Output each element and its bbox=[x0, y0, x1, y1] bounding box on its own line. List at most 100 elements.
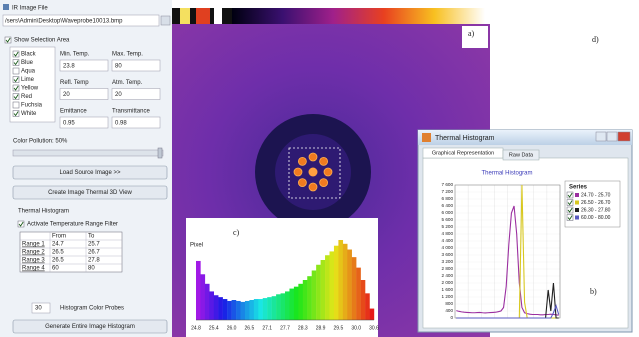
histogram-bar bbox=[249, 300, 254, 320]
histogram-bar bbox=[338, 240, 343, 320]
legend-label: 26.50 - 26.70 bbox=[581, 200, 611, 206]
histogram-bar bbox=[205, 284, 210, 320]
y-tick-label: 2 000 bbox=[442, 280, 454, 285]
colorbar-stripe bbox=[180, 8, 190, 24]
colorbar bbox=[232, 8, 485, 24]
window-title: Thermal Histogram bbox=[435, 135, 495, 142]
legend-swatch bbox=[575, 208, 579, 212]
x-tick-label: 30.6 bbox=[369, 325, 379, 331]
table-cell: 25.7 bbox=[88, 242, 100, 248]
x-tick-label: 27.1 bbox=[262, 325, 272, 331]
maximize-button[interactable] bbox=[607, 132, 617, 141]
close-button[interactable] bbox=[618, 132, 630, 141]
color-option: White bbox=[21, 111, 37, 117]
section-label: IR Image File bbox=[12, 6, 48, 12]
tab-label: Graphical Representation bbox=[432, 150, 494, 156]
y-tick-label: 7 600 bbox=[442, 182, 454, 187]
color-option: Blue bbox=[21, 60, 34, 66]
field-value: 20 bbox=[63, 92, 70, 98]
table-cell: 26.5 bbox=[52, 250, 64, 256]
histogram-bar bbox=[200, 274, 205, 320]
slider-thumb[interactable] bbox=[158, 148, 162, 158]
histogram-bar bbox=[227, 301, 232, 320]
histogram-bar bbox=[254, 299, 259, 320]
y-tick-label: 4 400 bbox=[442, 238, 454, 243]
browse-button[interactable] bbox=[161, 16, 170, 25]
field-label: Atm. Temp. bbox=[112, 80, 143, 86]
legend-label: 26.30 - 27.80 bbox=[581, 207, 611, 213]
histogram-bar bbox=[334, 246, 339, 320]
table-cell: 80 bbox=[88, 266, 95, 272]
field-value: 0.98 bbox=[115, 121, 127, 127]
histogram-bar bbox=[276, 294, 281, 320]
checkbox-label: Activate Temperature Range Filter bbox=[27, 222, 118, 228]
histogram-bar bbox=[241, 302, 246, 320]
y-tick-label: 4 800 bbox=[442, 231, 454, 236]
histogram-bar bbox=[352, 257, 357, 320]
row-label: Range 4 bbox=[22, 266, 45, 272]
x-tick-label: 29.5 bbox=[334, 325, 344, 331]
y-tick-label: 3 200 bbox=[442, 259, 454, 264]
panel-label: a) bbox=[468, 29, 475, 38]
histogram-bar bbox=[325, 255, 330, 320]
field-label: Refl. Temp bbox=[60, 80, 89, 86]
table-cell: 27.8 bbox=[88, 258, 100, 264]
histogram-bar bbox=[281, 293, 286, 320]
legend-title: Series bbox=[569, 185, 588, 191]
table-cell: 60 bbox=[52, 266, 59, 272]
color-option: Fuchsia bbox=[21, 103, 43, 109]
y-tick-label: 1 200 bbox=[442, 294, 454, 299]
field-value: 0.95 bbox=[63, 121, 75, 127]
hot-spot bbox=[294, 168, 302, 176]
histogram-bar bbox=[209, 291, 214, 320]
x-tick-label: 27.7 bbox=[280, 325, 290, 331]
histogram-bar bbox=[218, 297, 223, 320]
legend-swatch bbox=[575, 201, 579, 205]
panel-label: d) bbox=[592, 35, 599, 44]
x-tick-label: 30.0 bbox=[351, 325, 361, 331]
table-cell: 26.5 bbox=[52, 258, 64, 264]
checkbox-label: Show Selection Area bbox=[14, 38, 70, 44]
panel-label: b) bbox=[590, 287, 597, 296]
x-tick-label: 25.4 bbox=[209, 325, 219, 331]
path-text: /sers\Admin\Desktop\Waveprobe10013.bmp bbox=[5, 19, 123, 25]
colorbar-stripe bbox=[196, 8, 210, 24]
field-label: Max. Temp. bbox=[112, 52, 143, 58]
hot-spot bbox=[309, 153, 317, 161]
button-label: Create Image Thermal 3D View bbox=[48, 190, 132, 196]
checkbox[interactable] bbox=[13, 68, 19, 74]
panel-label: c) bbox=[233, 228, 240, 237]
y-tick-label: 400 bbox=[445, 308, 453, 313]
y-tick-label: 7 200 bbox=[442, 189, 454, 194]
legend-swatch bbox=[575, 216, 579, 220]
y-tick-label: 6 400 bbox=[442, 203, 454, 208]
histogram-bar bbox=[343, 244, 348, 320]
row-label: Range 3 bbox=[22, 258, 45, 264]
minimize-button[interactable] bbox=[596, 132, 606, 141]
checkbox[interactable] bbox=[13, 102, 19, 108]
histogram-bar bbox=[370, 309, 375, 320]
field-value: 80 bbox=[115, 64, 122, 70]
slider-track[interactable] bbox=[13, 150, 163, 156]
legend-label: 60.00 - 80.00 bbox=[581, 215, 611, 221]
legend-label: 24.70 - 25.70 bbox=[581, 192, 611, 198]
histogram-bar bbox=[298, 284, 303, 320]
y-tick-label: 2 800 bbox=[442, 266, 454, 271]
histogram-bar bbox=[267, 297, 272, 320]
color-option: Red bbox=[21, 94, 32, 100]
y-tick-label: 5 200 bbox=[442, 224, 454, 229]
tab-label: Raw Data bbox=[509, 152, 534, 158]
y-tick-label: 1 600 bbox=[442, 287, 454, 292]
histogram-bar bbox=[365, 293, 370, 320]
colorbar-stripe bbox=[214, 8, 222, 24]
chart-title: Thermal Histogram bbox=[481, 171, 532, 177]
y-tick-label: 2 400 bbox=[442, 273, 454, 278]
x-tick-label: 28.3 bbox=[298, 325, 308, 331]
histogram-bar bbox=[285, 291, 290, 320]
button-label: Load Source Image >> bbox=[59, 170, 121, 176]
histogram-bar bbox=[330, 251, 335, 320]
screen: IR Image File/sers\Admin\Desktop\Wavepro… bbox=[0, 0, 639, 337]
histogram-bar bbox=[307, 276, 312, 320]
field-label: Emittance bbox=[60, 109, 87, 115]
axis-label: Pixel bbox=[190, 243, 203, 249]
